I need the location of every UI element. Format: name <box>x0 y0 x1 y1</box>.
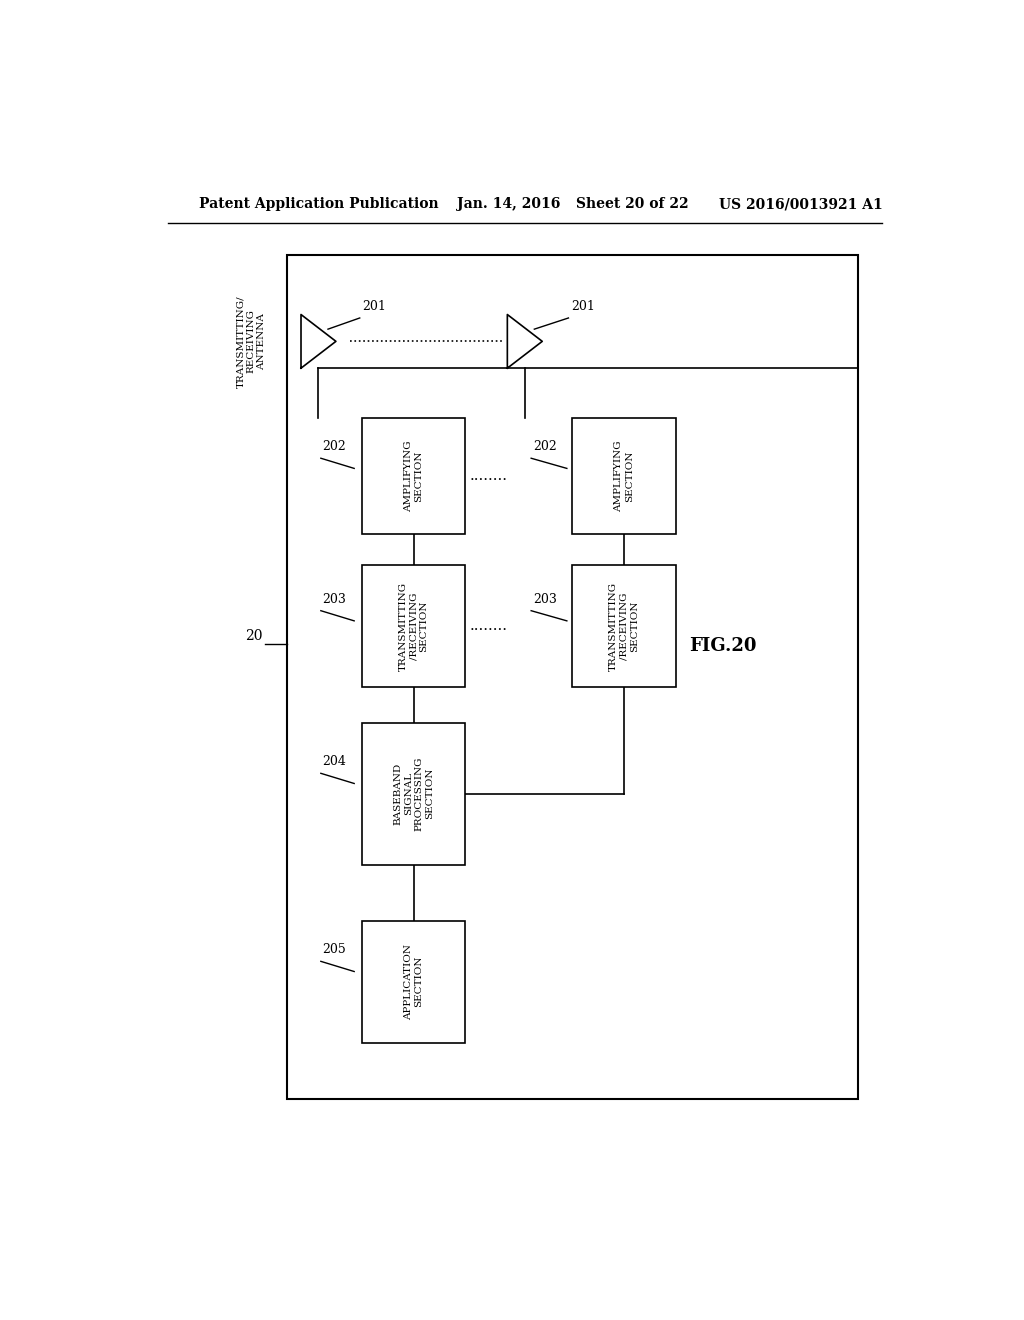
Text: 201: 201 <box>570 300 595 313</box>
Text: TRANSMITTING/
RECEIVING
ANTENNA: TRANSMITTING/ RECEIVING ANTENNA <box>237 296 266 388</box>
Text: AMPLIFYING
SECTION: AMPLIFYING SECTION <box>404 440 423 512</box>
Text: TRANSMITTING
/RECEIVING
SECTION: TRANSMITTING /RECEIVING SECTION <box>609 581 639 671</box>
Text: 205: 205 <box>323 944 346 956</box>
Text: Sheet 20 of 22: Sheet 20 of 22 <box>577 197 689 211</box>
Text: 202: 202 <box>323 440 346 453</box>
Bar <box>362 417 465 535</box>
Bar <box>572 565 676 686</box>
Text: 204: 204 <box>323 755 346 768</box>
Bar <box>362 722 465 865</box>
Text: ........: ........ <box>470 469 508 483</box>
Text: Jan. 14, 2016: Jan. 14, 2016 <box>458 197 561 211</box>
Bar <box>362 565 465 686</box>
Bar <box>362 921 465 1043</box>
Text: 203: 203 <box>532 593 557 606</box>
Text: AMPLIFYING
SECTION: AMPLIFYING SECTION <box>614 440 634 512</box>
Text: 20: 20 <box>246 630 263 643</box>
Text: Patent Application Publication: Patent Application Publication <box>200 197 439 211</box>
Bar <box>287 255 858 1098</box>
Text: US 2016/0013921 A1: US 2016/0013921 A1 <box>719 197 883 211</box>
Text: FIG.20: FIG.20 <box>689 638 757 655</box>
Text: 203: 203 <box>323 593 346 606</box>
Text: APPLICATION
SECTION: APPLICATION SECTION <box>404 944 423 1019</box>
Text: BASEBAND
SIGNAL
PROCESSING
SECTION: BASEBAND SIGNAL PROCESSING SECTION <box>393 756 434 830</box>
Text: TRANSMITTING
/RECEIVING
SECTION: TRANSMITTING /RECEIVING SECTION <box>398 581 429 671</box>
Text: ........: ........ <box>470 619 508 634</box>
Bar <box>572 417 676 535</box>
Text: 202: 202 <box>532 440 556 453</box>
Text: 201: 201 <box>362 300 386 313</box>
